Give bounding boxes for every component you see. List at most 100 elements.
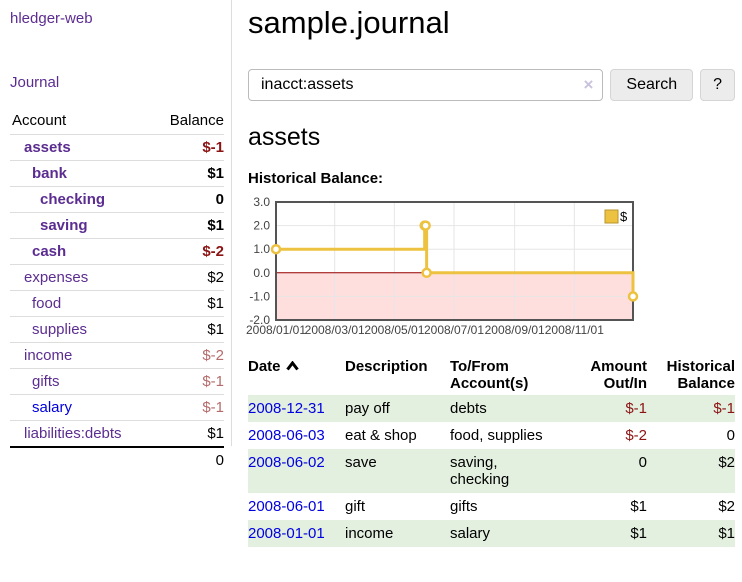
register-description-cell: eat & shop [345, 427, 417, 444]
account-row: salary $-1 [10, 394, 224, 421]
register-description-cell: gift [345, 498, 366, 515]
x-tick-label: 2008/01/01 [246, 323, 306, 337]
sidebar-account-link[interactable]: food [32, 295, 62, 312]
y-tick-label: 3.0 [253, 195, 270, 209]
register-date-cell: 2008-06-01 [248, 493, 345, 520]
x-tick-label: 2008/11/01 [545, 323, 604, 337]
nav-journal-link[interactable]: Journal [10, 74, 60, 91]
transaction-date-link[interactable]: 2008-12-31 [248, 400, 325, 417]
sidebar-account-link[interactable]: salary [32, 399, 73, 416]
register-row: 2008-12-31 pay off debts $-1 $-1 [248, 395, 735, 422]
historical-balance-chart: $3.0 2.0 1.0 0.0 -1.0 -2.02008/01/012008/03/0… [246, 195, 639, 337]
transaction-date-link[interactable]: 2008-01-01 [248, 525, 325, 542]
x-tick-label: 2008/05/01 [364, 323, 424, 337]
register-balance-cell: $2 [718, 454, 735, 471]
account-row: bank $1 [10, 160, 224, 187]
search-button[interactable]: Search [610, 69, 694, 101]
sidebar-account-link[interactable]: assets [24, 139, 71, 156]
chart-label: Historical Balance: [248, 170, 384, 187]
legend-label: $ [620, 209, 628, 224]
account-row: assets $-1 [10, 134, 224, 161]
account-balance: $-1 [154, 368, 224, 395]
accounts-total-row: 0 [10, 446, 224, 473]
sidebar-account-link[interactable]: expenses [24, 269, 89, 286]
account-row: gifts $-1 [10, 368, 224, 395]
y-tick-label: 0.0 [253, 266, 270, 280]
register-accounts-cell: salary [450, 525, 491, 542]
x-tick-label: 2008/07/01 [424, 323, 484, 337]
account-balance: $2 [154, 264, 224, 291]
account-row: checking 0 [10, 186, 224, 213]
register-amount-cell: $-1 [625, 400, 647, 417]
accounts-total-value: 0 [154, 446, 224, 473]
register-balance-cell: $1 [718, 525, 735, 542]
register-accounts-cell: saving, checking [450, 454, 510, 488]
sidebar-account-link[interactable]: saving [40, 217, 88, 234]
sidebar-account-link[interactable]: gifts [32, 373, 60, 390]
register-row: 2008-06-02 save saving, checking 0 $2 [248, 449, 735, 493]
transaction-date-link[interactable]: 2008-06-01 [248, 498, 325, 515]
accounts-header-balance: Balance [169, 112, 224, 129]
sidebar: hledger-web Journal Account Balance asse… [0, 0, 232, 473]
register-balance-cell: 0 [726, 427, 735, 444]
register-description-cell: save [345, 454, 377, 471]
register-accounts-cell: food, supplies [450, 427, 543, 444]
register-date-cell: 2008-06-02 [248, 449, 345, 493]
sidebar-account-link[interactable]: bank [32, 165, 68, 182]
sidebar-account-link[interactable]: liabilities:debts [24, 425, 122, 442]
sidebar-account-link[interactable]: supplies [32, 321, 88, 338]
sidebar-account-link[interactable]: income [24, 347, 73, 364]
register-header-row: Date Description To/From Account(s) Amou… [248, 355, 735, 395]
account-row: income $-2 [10, 342, 224, 369]
register-header-amount: Amount Out/In [590, 358, 647, 392]
account-heading: assets [248, 123, 321, 151]
register-header-description: Description [345, 358, 428, 375]
register-row: 2008-06-01 gift gifts $1 $2 [248, 493, 735, 520]
sidebar-account-link[interactable]: checking [40, 191, 106, 208]
accounts-header-account: Account [12, 112, 67, 129]
register-amount-cell: 0 [638, 454, 647, 471]
register-accounts-cell: gifts [450, 498, 478, 515]
register-header-accounts: To/From Account(s) [450, 358, 529, 392]
page-title: sample.journal [248, 5, 450, 40]
search-input[interactable] [248, 69, 604, 101]
register-date-cell: 2008-06-03 [248, 422, 345, 449]
app-brand-link[interactable]: hledger-web [10, 10, 93, 27]
data-point-marker [420, 220, 431, 231]
y-tick-label: -2.0 [249, 313, 270, 327]
account-balance: $1 [154, 420, 224, 447]
register-accounts-cell: debts [450, 400, 487, 417]
register-balance-cell: $-1 [713, 400, 735, 417]
register-balance-cell: $2 [718, 498, 735, 515]
y-tick-label: 1.0 [253, 242, 270, 256]
data-point-marker [421, 267, 432, 279]
account-balance: $-2 [154, 342, 224, 369]
x-tick-label: 2008/03/01 [305, 323, 365, 337]
main-content: sample.journal × Search ? assets Histori… [246, 0, 735, 547]
register-row: 2008-06-03 eat & shop food, supplies $-2 0 [248, 422, 735, 449]
sort-ascending-icon [285, 360, 299, 371]
account-row: food $1 [10, 290, 224, 317]
y-tick-label: -1.0 [249, 289, 270, 303]
sidebar-account-link[interactable]: cash [32, 243, 67, 260]
account-row: saving $1 [10, 212, 224, 239]
legend-swatch [604, 209, 619, 224]
account-row: liabilities:debts $1 [10, 420, 224, 447]
plot-border [275, 201, 634, 321]
clear-search-icon[interactable]: × [583, 75, 594, 94]
register-header-date[interactable]: Date [248, 355, 345, 395]
account-row: cash $-2 [10, 238, 224, 265]
accounts-header-row: Account Balance [10, 108, 224, 135]
y-tick-label: 2.0 [253, 219, 270, 233]
transaction-date-link[interactable]: 2008-06-02 [248, 454, 325, 471]
help-button[interactable]: ? [700, 69, 735, 101]
transaction-date-link[interactable]: 2008-06-03 [248, 427, 325, 444]
register-amount-cell: $-2 [625, 427, 647, 444]
account-row: expenses $2 [10, 264, 224, 291]
account-row: supplies $1 [10, 316, 224, 343]
register-date-cell: 2008-12-31 [248, 395, 345, 422]
data-point-marker [627, 291, 639, 302]
register-amount-cell: $1 [630, 498, 647, 515]
search-bar: × Search ? [248, 69, 735, 101]
register-description-cell: income [345, 525, 394, 542]
